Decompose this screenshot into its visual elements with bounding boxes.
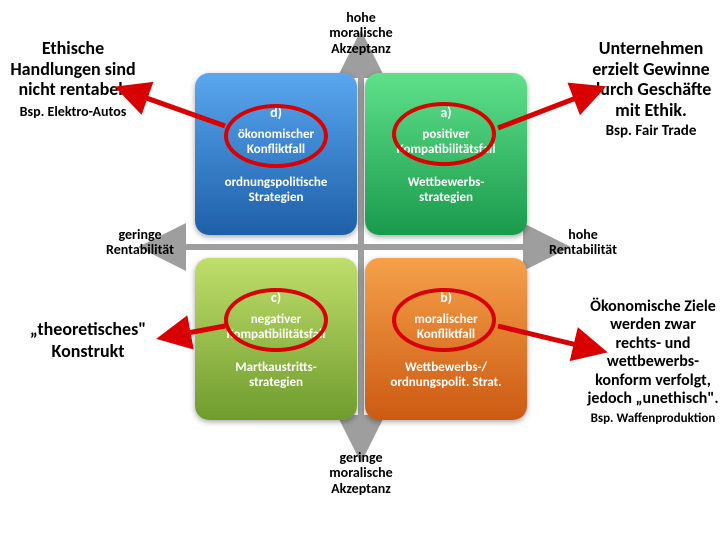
axis-bottom: geringemoralischeAkzeptanz — [305, 450, 417, 496]
axis-top: hohemoralischeAkzeptanz — [305, 10, 417, 56]
axis-left: geringeRentabilität — [95, 227, 185, 258]
note-top-left: Ethische Handlungen sind nicht rentabel.… — [8, 38, 138, 120]
red-circle-0 — [224, 104, 328, 168]
red-circle-2 — [224, 288, 328, 352]
red-circle-1 — [392, 102, 496, 166]
axis-right: hoheRentabilität — [538, 227, 628, 258]
note-top-right: Unternehmen erzielt Gewinne durch Geschä… — [584, 38, 718, 140]
note-bottom-left: „theoretisches" Konstrukt — [8, 318, 168, 362]
red-circle-3 — [392, 288, 496, 352]
note-bottom-right: Ökonomische Ziele werden zwar rechts- un… — [586, 298, 720, 427]
